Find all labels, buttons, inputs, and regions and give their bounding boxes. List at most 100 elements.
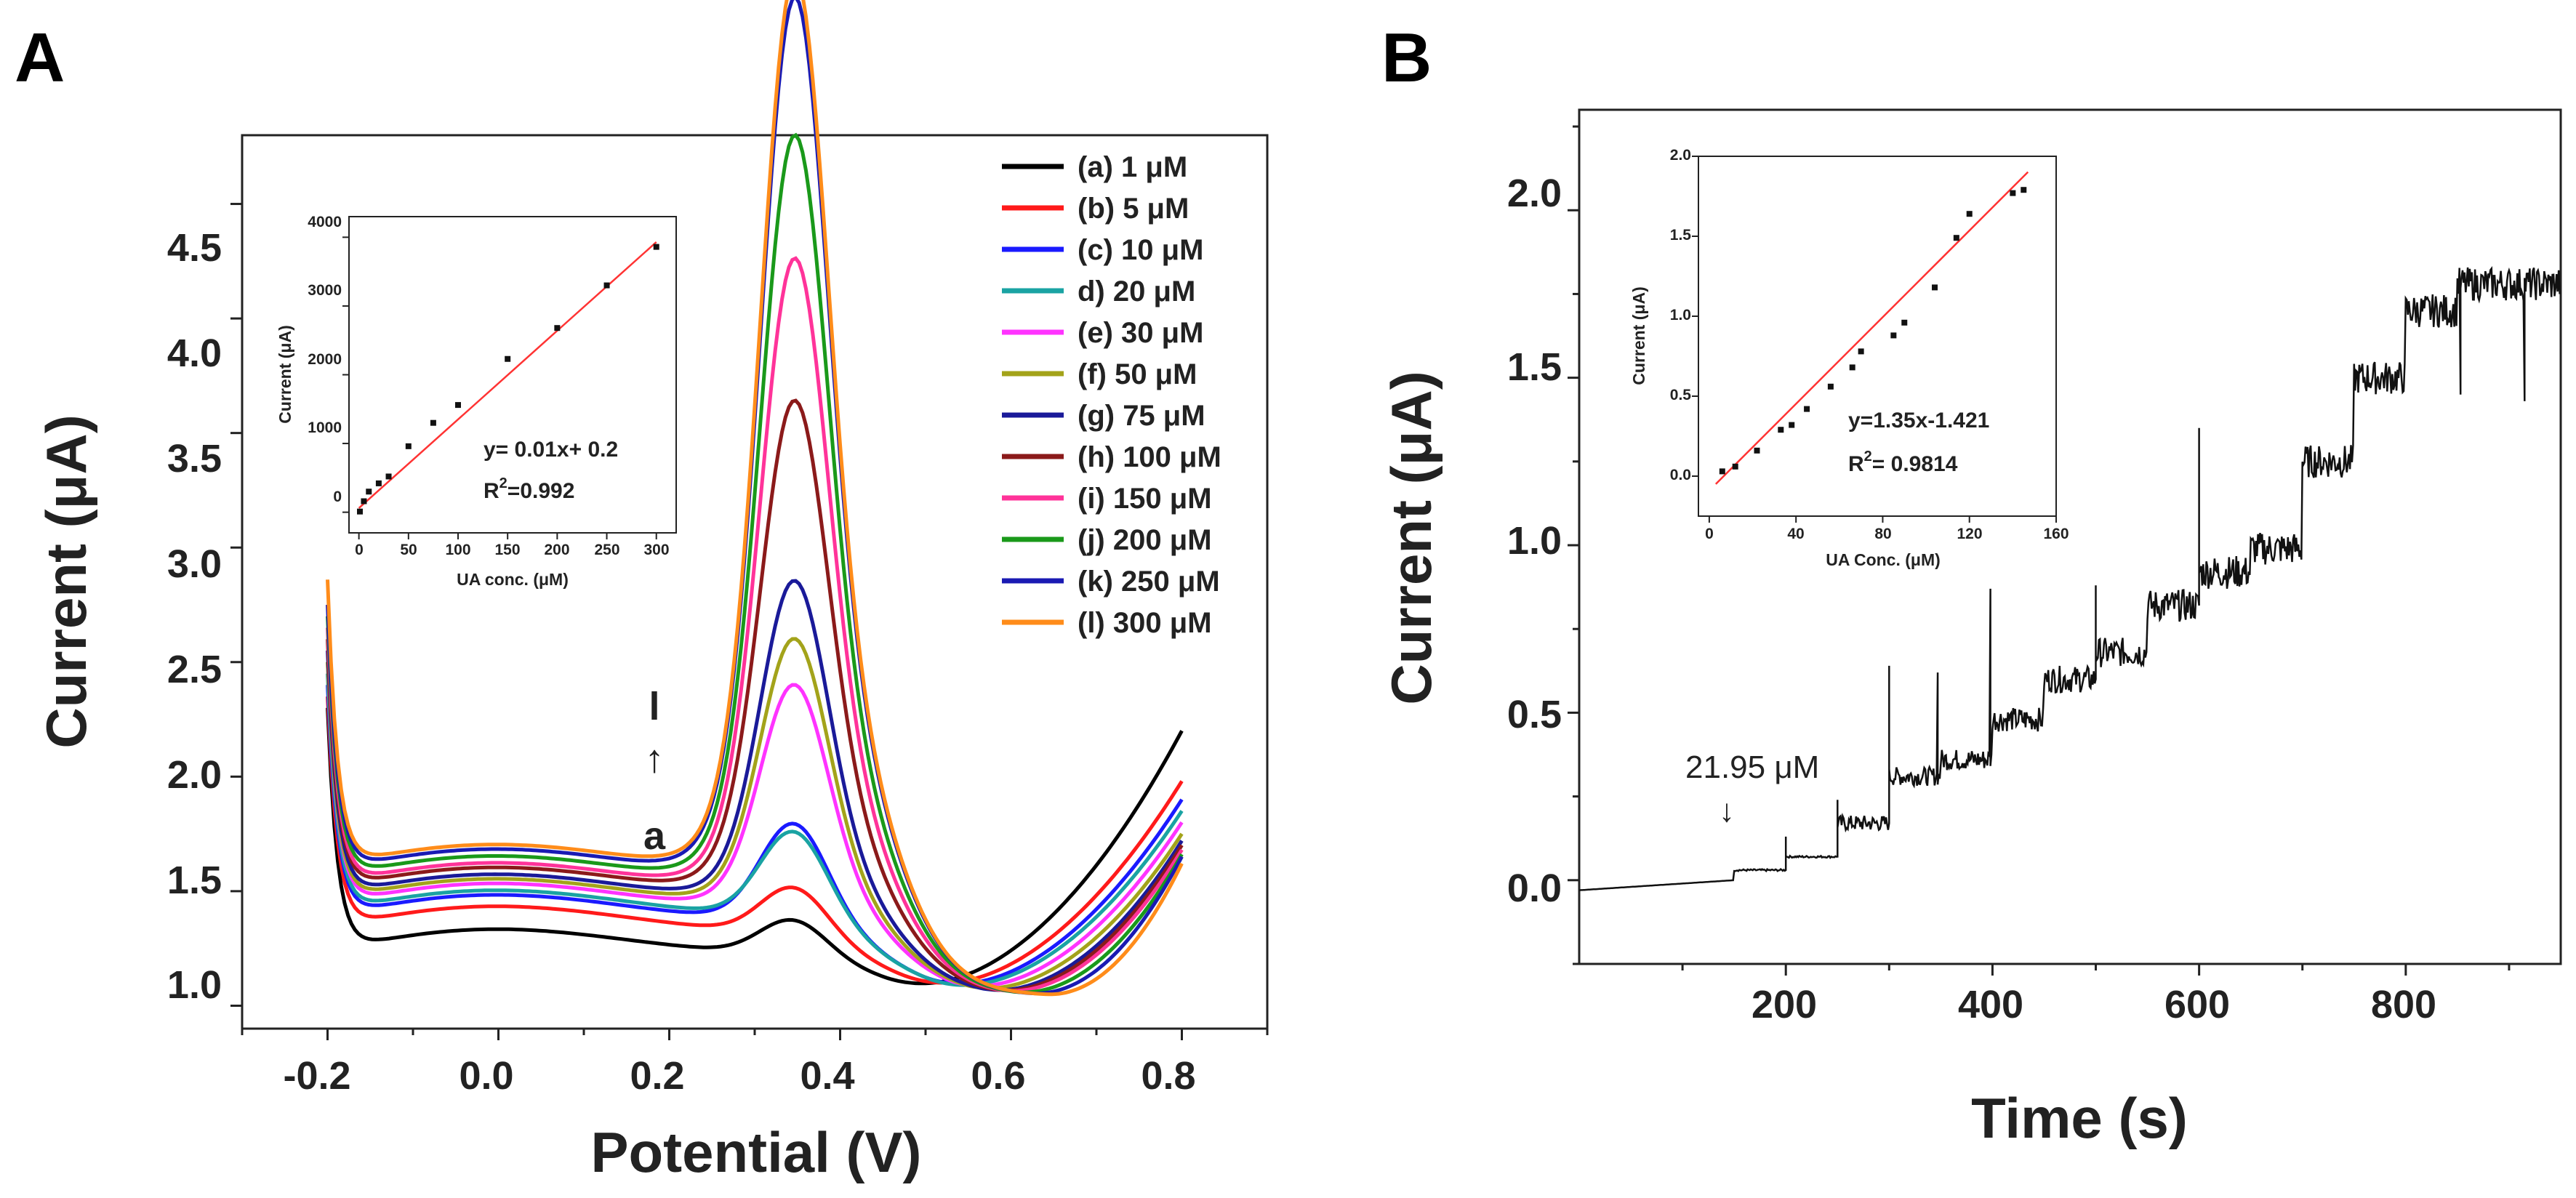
ia-point xyxy=(430,419,436,426)
inset-b-ticks xyxy=(1692,156,2057,523)
ib-point xyxy=(1932,284,1938,291)
r2-value: = 0.9814 xyxy=(1872,452,1958,476)
ib-xtick: 40 xyxy=(1787,526,1804,542)
ia-point xyxy=(603,282,610,289)
ib-point xyxy=(1778,427,1784,433)
ib-point xyxy=(1890,332,1897,339)
legend-entry: (j) 200 μM xyxy=(1002,524,1212,556)
ia-ytick: 2000 xyxy=(308,351,342,368)
ia-x-title: UA conc. (μM) xyxy=(457,570,569,589)
panel-b-frame xyxy=(1578,108,2562,965)
legend-label: (e) 30 μM xyxy=(1078,317,1203,349)
legend-label: d) 20 μM xyxy=(1078,276,1195,307)
panel-a-axis-ticks xyxy=(230,203,1269,1040)
ia-y-title: Current (μA) xyxy=(276,325,294,423)
a-xtick-label: 0.6 xyxy=(971,1054,1025,1098)
ia-point xyxy=(554,325,561,331)
cv-curve xyxy=(326,696,1184,985)
ia-point xyxy=(653,244,659,250)
legend-entry: (l) 300 μM xyxy=(1002,607,1212,639)
ia-point xyxy=(455,402,461,409)
r2-sup: 2 xyxy=(499,475,507,491)
ia-ytick: 1000 xyxy=(308,419,342,436)
ib-point xyxy=(1827,383,1834,390)
panel-a-cv-curves xyxy=(326,0,1184,997)
ib-point xyxy=(1789,422,1795,428)
a-ytick-label: 1.5 xyxy=(167,859,222,902)
ib-ytick: 1.0 xyxy=(1670,307,1691,323)
legend-label: (b) 5 μM xyxy=(1078,193,1189,225)
cv-curve xyxy=(326,637,1184,990)
inset-a-fit-line xyxy=(358,241,657,509)
ia-xtick: 0 xyxy=(355,542,364,558)
b-annotation-label: 21.95 μM xyxy=(1685,749,1819,785)
legend-entry: (c) 10 μM xyxy=(1002,234,1203,266)
panel-b-inset: 0 40 80 120 160 0.0 0.5 1.0 1.5 2.0 UA C… xyxy=(1629,147,2069,569)
panel-a-legend: (a) 1 μM (b) 5 μM (c) 10 μM d) 20 μM (e)… xyxy=(1002,151,1221,639)
ib-xtick: 80 xyxy=(1874,526,1891,542)
inset-b-r2: R2= 0.9814 xyxy=(1848,449,1958,476)
b-annotation-arrow: ↓ xyxy=(1719,793,1735,829)
a-ytick-label: 4.5 xyxy=(167,226,222,270)
ib-xtick: 120 xyxy=(1957,526,1982,542)
inset-a-x-tick-labels: 0 50 100 150 200 250 300 xyxy=(355,542,669,558)
ib-y-title: Current (μA) xyxy=(1629,286,1648,385)
legend-label: (k) 250 μM xyxy=(1078,566,1220,598)
a-ytick-label: 2.0 xyxy=(167,753,222,797)
ib-point xyxy=(1719,468,1725,475)
a-y-axis-title: Current (μA) xyxy=(34,414,98,748)
panel-b-letter: B xyxy=(1381,19,1432,97)
ia-xtick: 200 xyxy=(544,542,569,558)
a-ytick-label: 3.0 xyxy=(167,542,222,586)
inset-b-frame xyxy=(1698,156,2057,517)
ib-ytick: 1.5 xyxy=(1670,227,1692,244)
inset-a-ticks xyxy=(342,236,657,539)
a-annotation-top: l xyxy=(649,685,659,728)
ib-point xyxy=(1849,364,1855,371)
cv-curve xyxy=(326,256,1184,993)
r2-sup: 2 xyxy=(1864,449,1872,465)
panel-b-y-tick-labels: 0.0 0.5 1.0 1.5 2.0 xyxy=(1507,172,1562,910)
ib-point xyxy=(2010,190,2016,196)
legend-entry: (b) 5 μM xyxy=(1002,193,1189,225)
ib-ytick: 2.0 xyxy=(1670,147,1691,164)
cv-curve xyxy=(326,707,1184,986)
a-annotation-bottom: a xyxy=(643,814,666,858)
a-xtick-label: 0.4 xyxy=(800,1054,854,1098)
legend-entry: (f) 50 μM xyxy=(1002,358,1197,390)
legend-label: (i) 150 μM xyxy=(1078,483,1212,515)
ia-point xyxy=(385,473,392,480)
a-annotation-arrow: ↑ xyxy=(645,737,665,781)
legend-entry: (i) 150 μM xyxy=(1002,483,1212,515)
legend-entry: d) 20 μM xyxy=(1002,276,1195,307)
r2-label: R xyxy=(1848,452,1864,476)
a-ytick-label: 4.0 xyxy=(167,331,222,375)
legend-label: (f) 50 μM xyxy=(1078,358,1197,390)
legend-label: (l) 300 μM xyxy=(1078,607,1212,639)
ib-xtick: 160 xyxy=(2043,526,2069,542)
ib-point xyxy=(1953,235,1959,241)
ib-point xyxy=(1804,406,1810,412)
a-ytick-label: 2.5 xyxy=(167,648,222,691)
ib-point xyxy=(2021,187,2027,193)
ia-xtick: 250 xyxy=(594,542,619,558)
inset-a-equation: y= 0.01x+ 0.2 xyxy=(483,438,618,462)
b-x-axis-title: Time (s) xyxy=(1971,1086,2188,1150)
a-x-axis-title: Potential (V) xyxy=(590,1120,921,1184)
legend-label: (h) 100 μM xyxy=(1078,441,1221,473)
a-xtick-label: 0.8 xyxy=(1141,1054,1195,1098)
ia-point xyxy=(405,443,412,449)
b-xtick-label: 600 xyxy=(2164,983,2230,1026)
panel-b-x-tick-labels: 200 400 600 800 xyxy=(1752,983,2436,1026)
a-xtick-label: 0.0 xyxy=(459,1054,513,1098)
ia-xtick: 150 xyxy=(494,542,520,558)
legend-label: (a) 1 μM xyxy=(1078,151,1187,183)
a-ytick-label: 3.5 xyxy=(167,437,222,481)
ib-point xyxy=(1966,211,1973,217)
ib-ytick: 0.5 xyxy=(1670,387,1692,403)
ia-xtick: 100 xyxy=(445,542,470,558)
cv-curve xyxy=(326,398,1184,992)
ia-ytick: 3000 xyxy=(308,282,342,299)
ia-point xyxy=(366,489,372,495)
